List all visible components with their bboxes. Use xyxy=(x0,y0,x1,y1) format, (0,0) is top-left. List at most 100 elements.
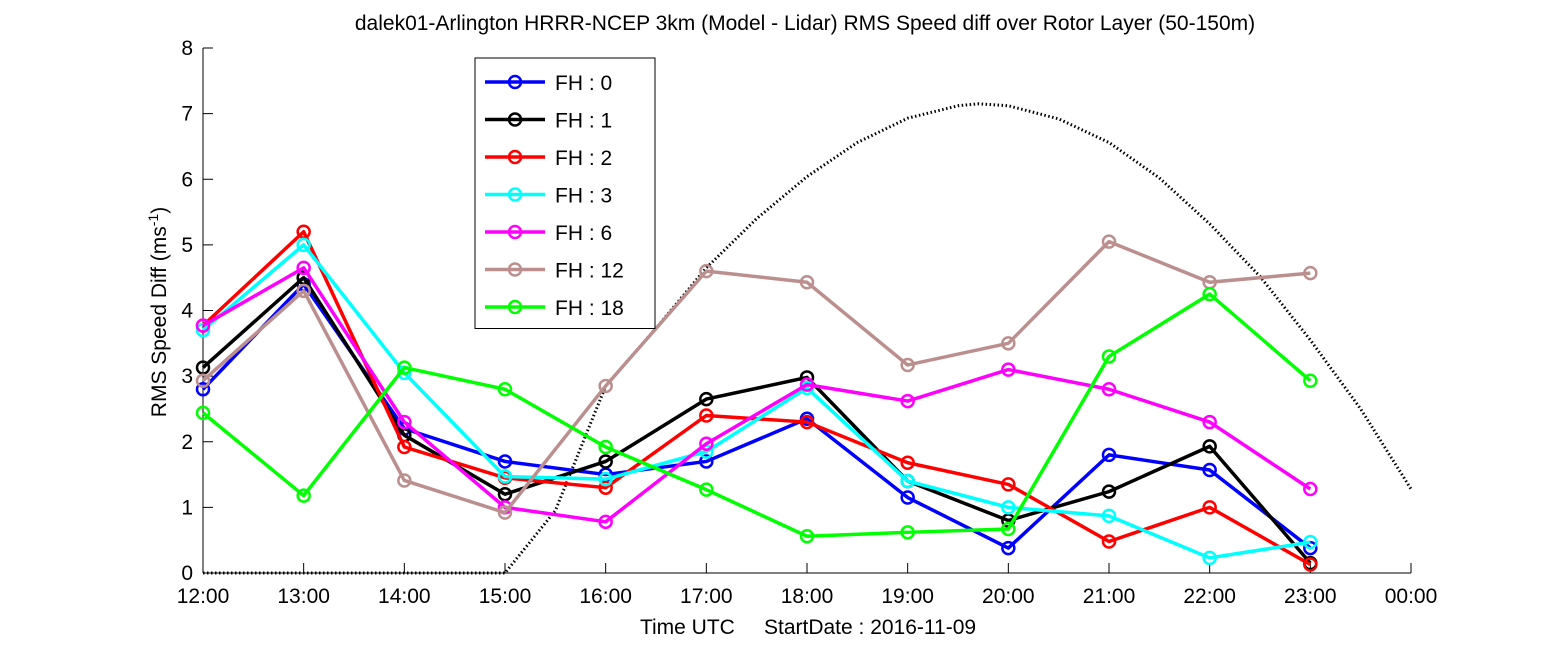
data-point xyxy=(699,436,714,451)
data-point xyxy=(296,237,311,253)
legend-swatch-marker xyxy=(507,112,523,127)
data-point xyxy=(1303,373,1318,388)
data-point xyxy=(397,360,412,375)
data-point xyxy=(1202,286,1217,302)
data-point xyxy=(1001,336,1016,351)
x-tick-label: 00:00 xyxy=(1385,585,1438,608)
data-point xyxy=(900,473,915,489)
x-axis-label: Time UTC StartDate : 2016-11-09 xyxy=(640,616,976,639)
legend: FH : 0 FH : 1 FH : 2 FH : 3 FH : 6 FH : 12 FH … xyxy=(474,57,656,329)
data-point xyxy=(497,505,513,520)
data-point xyxy=(900,490,915,505)
x-tick-label: 22:00 xyxy=(1183,585,1236,608)
y-axis-label-main: RMS Speed Diff (ms xyxy=(148,226,171,417)
data-point xyxy=(296,283,311,299)
data-point xyxy=(1101,534,1117,549)
legend-label: FH : 0 xyxy=(555,72,612,95)
data-point xyxy=(1001,500,1016,515)
reference-curve-line xyxy=(203,102,1413,575)
data-point xyxy=(598,378,613,394)
data-point xyxy=(1001,521,1016,537)
data-point xyxy=(1303,534,1318,550)
data-point xyxy=(1101,447,1117,463)
x-tick-label: 16:00 xyxy=(579,585,632,608)
data-point xyxy=(397,439,412,455)
data-point xyxy=(598,454,613,469)
legend-swatch-marker xyxy=(507,262,523,277)
series-layer xyxy=(195,224,1318,572)
data-point xyxy=(598,514,613,530)
data-point xyxy=(799,377,815,392)
x-tick-label: 21:00 xyxy=(1083,585,1136,608)
series-fh0 xyxy=(195,277,1318,556)
x-tick-label: 13:00 xyxy=(277,585,330,608)
y-tick-label: 4 xyxy=(181,300,193,323)
data-point xyxy=(397,414,412,430)
y-axis-label: RMS Speed Diff (ms-1) xyxy=(145,207,171,417)
data-point xyxy=(598,471,613,487)
x-tick-label: 20:00 xyxy=(982,585,1035,608)
series-line xyxy=(202,266,1312,524)
data-point xyxy=(900,357,915,373)
legend-label: FH : 2 xyxy=(555,147,612,170)
legend-swatch-marker xyxy=(507,299,523,315)
data-point xyxy=(699,263,714,279)
data-point xyxy=(1001,477,1016,492)
data-point xyxy=(900,525,915,540)
data-point xyxy=(195,382,211,397)
data-point xyxy=(497,469,513,484)
legend-entry: FH : 18 xyxy=(485,297,624,320)
legend-swatch-marker xyxy=(507,187,523,202)
series-fh18 xyxy=(195,286,1318,544)
x-tick-label: 12:00 xyxy=(177,585,230,608)
legend-label: FH : 18 xyxy=(555,297,624,320)
data-point xyxy=(1001,362,1016,377)
series-fh6 xyxy=(195,260,1318,530)
data-point xyxy=(1001,540,1016,556)
y-tick-label: 7 xyxy=(181,103,193,126)
data-point xyxy=(900,393,915,409)
legend-label: FH : 6 xyxy=(555,222,612,245)
daylight-reference-curve xyxy=(203,102,1413,575)
y-tick-label: 8 xyxy=(181,37,193,60)
data-point xyxy=(1303,265,1318,281)
series-line xyxy=(201,239,1311,515)
x-tick-label: 17:00 xyxy=(680,585,733,608)
y-tick-label: 3 xyxy=(181,365,193,388)
y-axis-label-close: ) xyxy=(148,207,171,214)
data-point xyxy=(1202,439,1217,454)
x-tick-label: 19:00 xyxy=(881,585,934,608)
x-tick-label: 23:00 xyxy=(1284,585,1337,608)
data-point xyxy=(195,405,211,421)
data-point xyxy=(296,260,311,276)
legend-label: FH : 3 xyxy=(555,185,612,208)
data-point xyxy=(799,275,815,290)
series-line xyxy=(201,243,1311,560)
x-tick-label: 15:00 xyxy=(479,585,532,608)
y-tick-label: 5 xyxy=(181,234,193,257)
series-line xyxy=(201,282,1312,550)
y-tick-label: 0 xyxy=(181,562,193,585)
data-point xyxy=(1101,508,1117,524)
legend-swatch-marker xyxy=(507,149,523,165)
data-point xyxy=(1202,500,1217,515)
data-point xyxy=(799,414,815,430)
data-point xyxy=(699,408,714,423)
data-point xyxy=(699,391,714,407)
axes: 0 1 2 3 4 5 6 7 8 12:00 13:00 14:00 15:00 16:00 17:00 1… xyxy=(177,37,1438,608)
legend-entry: FH : 6 xyxy=(485,222,612,245)
data-point xyxy=(1101,349,1117,364)
legend-entry: FH : 12 xyxy=(485,260,624,283)
data-point xyxy=(1303,481,1318,497)
legend-entry: FH : 2 xyxy=(485,147,612,170)
data-point xyxy=(195,318,211,333)
legend-swatch-marker xyxy=(507,224,523,240)
legend-entry: FH : 1 xyxy=(485,110,612,133)
chart-title: dalek01-Arlington HRRR-NCEP 3km (Model -… xyxy=(355,12,1255,35)
y-tick-label: 2 xyxy=(181,431,193,454)
data-point xyxy=(1101,484,1117,499)
data-point xyxy=(1101,382,1117,397)
legend-swatch-marker xyxy=(507,74,523,90)
data-point xyxy=(1101,234,1117,249)
